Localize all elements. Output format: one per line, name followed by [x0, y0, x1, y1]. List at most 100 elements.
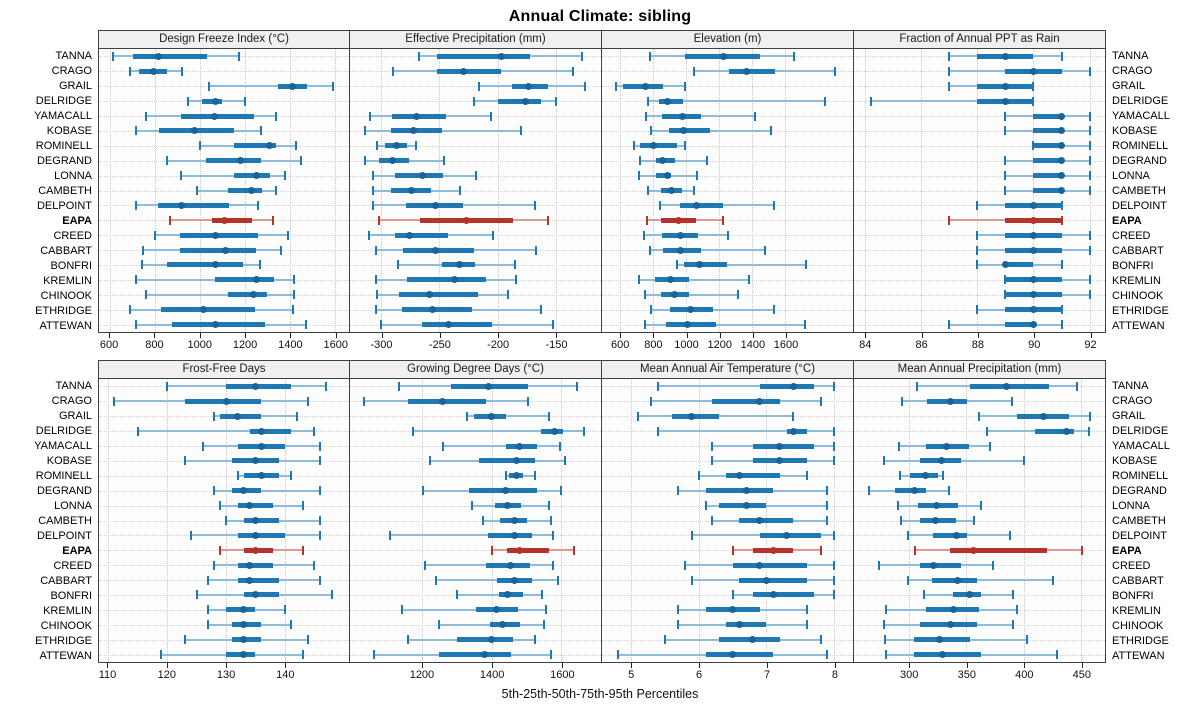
row-label-tanna: TANNA	[1112, 380, 1149, 392]
whisker-cap-5th	[374, 245, 377, 255]
whisker-cap-95th	[833, 441, 836, 451]
row-label-grail: GRAIL	[1112, 410, 1146, 422]
whisker-cap-95th	[534, 635, 537, 645]
percentile-range-5-95	[180, 174, 286, 177]
iqr-bar-25-75	[668, 128, 711, 134]
iqr-bar-25-75	[132, 53, 207, 59]
whisker-cap-5th	[616, 650, 619, 660]
whisker-cap-95th	[313, 426, 316, 436]
median-dot	[1039, 412, 1047, 420]
iqr-bar-25-75	[1033, 128, 1062, 134]
whisker-cap-5th	[213, 486, 216, 496]
row-label-kremlin: KREMLIN	[1112, 605, 1161, 617]
row-gridline	[854, 475, 1105, 477]
row-label-kobase: KOBASE	[46, 125, 92, 137]
row-label-delridge: DELRIDGE	[1112, 425, 1169, 437]
whisker-cap-5th	[645, 215, 648, 225]
whisker-cap-95th	[544, 605, 547, 615]
whisker-cap-5th	[166, 156, 169, 166]
median-dot	[675, 216, 683, 224]
row-label-yamacall: YAMACALL	[1112, 110, 1170, 122]
whisker-cap-5th	[380, 320, 383, 330]
median-dot	[938, 651, 946, 659]
whisker-cap-5th	[878, 560, 881, 570]
median-dot	[695, 261, 703, 269]
whisker-cap-95th	[833, 590, 836, 600]
percentile-range-5-95	[412, 430, 585, 433]
whisker-cap-5th	[644, 111, 647, 121]
iqr-bar-25-75	[167, 262, 243, 268]
panel-title: Growing Degree Days (°C)	[350, 360, 602, 379]
row-label-cabbart: CABBART	[1112, 575, 1164, 587]
median-dot	[516, 546, 524, 554]
row-label-cambeth: CAMBETH	[1112, 515, 1166, 527]
whisker-cap-5th	[898, 471, 901, 481]
iqr-bar-25-75	[205, 158, 261, 164]
row-label-attewan: ATTEWAN	[1112, 320, 1165, 332]
median-dot	[969, 546, 977, 554]
whisker-cap-95th	[319, 575, 322, 585]
row-labels-left-top: TANNA CRAGO GRAIL DELRIDGE YAMACALL KOBASE ROM…	[27, 30, 98, 354]
row-gridline	[602, 86, 853, 88]
iqr-bar-25-75	[456, 637, 513, 643]
whisker-cap-95th	[551, 530, 554, 540]
iqr-bar-25-75	[237, 562, 274, 568]
median-dot	[240, 487, 248, 495]
whisker-cap-95th	[770, 126, 773, 136]
median-dot	[493, 606, 501, 614]
whisker-cap-5th	[896, 501, 899, 511]
panels-bottom: Frost-Free Days 110 120 130 140 Growing Degre…	[98, 360, 1106, 684]
row-gridline	[602, 550, 853, 552]
axis-tick-label: 800	[145, 339, 164, 351]
whisker-cap-5th	[882, 456, 885, 466]
median-dot	[455, 261, 463, 269]
row-label-lonna: LONNA	[1112, 170, 1150, 182]
median-dot	[405, 231, 413, 239]
median-dot	[776, 457, 784, 465]
axis-tick	[653, 333, 655, 338]
whisker-cap-95th	[548, 411, 551, 421]
whisker-cap-5th	[677, 620, 680, 630]
axis-tick	[109, 333, 111, 338]
median-dot	[769, 546, 777, 554]
whisker-cap-5th	[704, 501, 707, 511]
whisker-cap-5th	[396, 260, 399, 270]
whisker-cap-5th	[417, 51, 420, 61]
whisker-cap-5th	[168, 215, 171, 225]
whisker-cap-95th	[443, 156, 446, 166]
axis-tick-label: 1400	[278, 339, 303, 351]
whisker-cap-5th	[477, 81, 480, 91]
row-label-chinook: CHINOOK	[1112, 290, 1164, 302]
iqr-bar-25-75	[933, 532, 968, 538]
row-label-grail: GRAIL	[1112, 80, 1146, 92]
whisker-cap-95th	[805, 605, 808, 615]
whisker-cap-95th	[991, 560, 994, 570]
row-label-kremlin: KREMLIN	[1112, 275, 1161, 287]
panel-plot-area	[854, 378, 1106, 663]
median-dot	[789, 427, 797, 435]
axis-tick	[752, 333, 754, 338]
axis-tick	[166, 663, 168, 668]
panel-axis: -300 -250 -200 -150	[350, 333, 602, 354]
axis-tick-label: 84	[859, 339, 872, 351]
row-gridline	[602, 594, 853, 596]
iqr-bar-25-75	[437, 68, 502, 74]
row-gridline	[99, 71, 349, 73]
median-dot	[1029, 291, 1037, 299]
median-dot	[679, 112, 687, 120]
whisker-cap-95th	[684, 81, 687, 91]
median-dot	[1058, 112, 1066, 120]
median-dot	[211, 112, 219, 120]
percentile-range-5-95	[214, 489, 321, 492]
whisker-cap-95th	[1011, 396, 1014, 406]
iqr-bar-25-75	[407, 398, 487, 404]
whisker-cap-5th	[207, 605, 210, 615]
row-label-cambeth: CAMBETH	[38, 515, 92, 527]
whisker-cap-5th	[648, 51, 651, 61]
whisker-cap-95th	[319, 530, 322, 540]
whisker-cap-95th	[1055, 650, 1058, 660]
whisker-cap-5th	[179, 171, 182, 181]
whisker-cap-5th	[883, 635, 886, 645]
whisker-cap-5th	[372, 171, 375, 181]
whisker-cap-95th	[989, 441, 992, 451]
